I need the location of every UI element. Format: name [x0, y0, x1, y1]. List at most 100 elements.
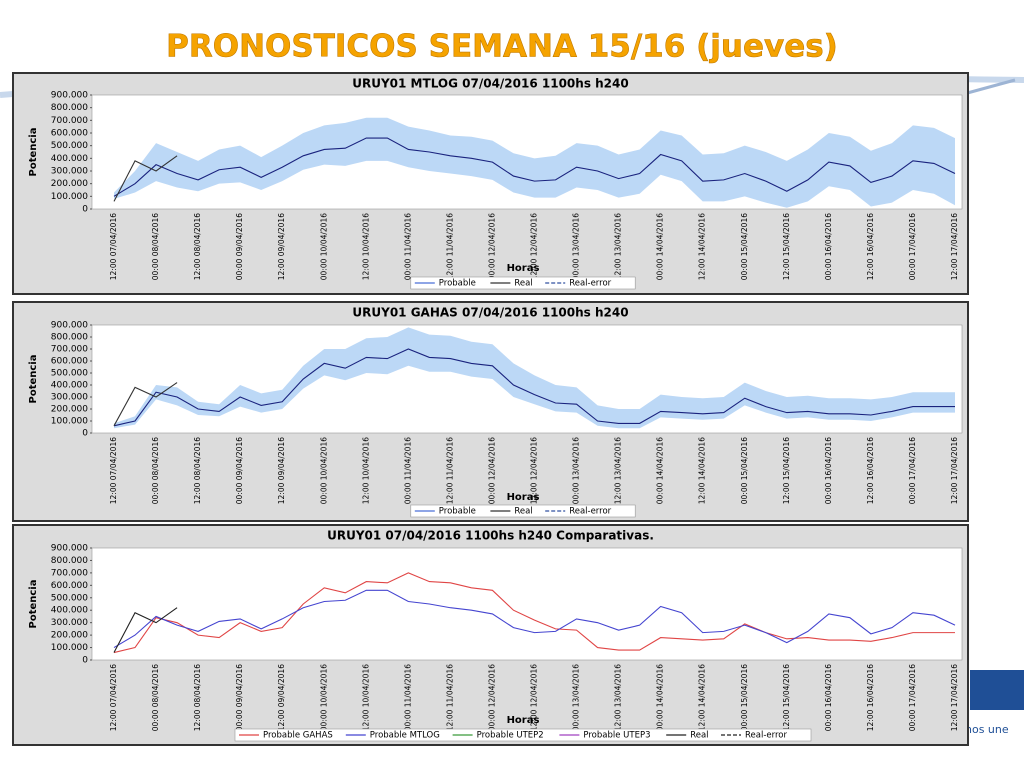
y-tick-label: 100.000 [51, 643, 88, 653]
x-tick-label: 00:00 11/04/2016 [403, 437, 412, 504]
y-tick-label: 0 [82, 656, 88, 666]
series-line [113, 589, 956, 649]
y-axis-label: Potencia [28, 580, 39, 629]
x-tick-label: 00:00 09/04/2016 [235, 213, 244, 280]
legend-label: Probable [439, 507, 476, 517]
y-tick-label: 300.000 [51, 393, 88, 403]
error-band [114, 327, 955, 429]
y-tick-label: 800.000 [51, 556, 88, 566]
x-tick-label: 12:00 12/04/2016 [530, 437, 539, 504]
x-tick-label: 00:00 14/04/2016 [656, 437, 665, 504]
x-tick-label: 00:00 13/04/2016 [572, 213, 581, 280]
y-tick-label: 200.000 [51, 405, 88, 415]
series-line [113, 572, 955, 654]
x-tick-label: 12:00 14/04/2016 [698, 213, 707, 280]
x-tick-label: 12:00 15/04/2016 [782, 664, 791, 731]
y-tick-label: 700.000 [51, 568, 88, 578]
legend-box [410, 504, 636, 518]
x-tick-label: 12:00 11/04/2016 [445, 664, 454, 731]
x-tick-label: 12:00 17/04/2016 [950, 664, 959, 731]
x-tick-label: 00:00 13/04/2016 [572, 664, 581, 731]
x-tick-label: 00:00 17/04/2016 [908, 664, 917, 731]
x-tick-label: 00:00 09/04/2016 [235, 437, 244, 504]
x-tick-label: 00:00 08/04/2016 [151, 437, 160, 504]
x-tick-label: 00:00 12/04/2016 [487, 213, 496, 280]
x-tick-label: 12:00 13/04/2016 [614, 437, 623, 504]
x-tick-label: 12:00 14/04/2016 [698, 437, 707, 504]
x-tick-label: 12:00 07/04/2016 [109, 213, 118, 280]
y-tick-label: 800.000 [51, 333, 88, 343]
y-tick-label: 700.000 [51, 116, 88, 126]
legend-label: Real-error [569, 507, 611, 517]
x-axis-label: Horas [507, 492, 540, 503]
y-tick-label: 0 [82, 205, 88, 215]
x-tick-label: 00:00 11/04/2016 [403, 213, 412, 280]
x-tick-label: 12:00 10/04/2016 [361, 437, 370, 504]
series-line [113, 137, 956, 197]
chart-title: URUY01 GAHAS 07/04/2016 1100hs h240 [352, 306, 628, 320]
x-tick-label: 12:00 15/04/2016 [782, 213, 791, 280]
x-tick-label: 00:00 08/04/2016 [151, 664, 160, 731]
y-tick-label: 600.000 [51, 357, 88, 367]
legend-label: Probable [439, 279, 476, 289]
x-tick-label: 00:00 15/04/2016 [740, 213, 749, 280]
y-tick-label: 900.000 [51, 91, 88, 101]
x-tick-label: 12:00 08/04/2016 [193, 437, 202, 504]
y-tick-label: 900.000 [51, 544, 88, 554]
logo [970, 670, 1024, 710]
legend-label: Probable UTEP3 [583, 731, 650, 741]
legend-label: Real [514, 507, 532, 517]
legend-label: Probable GAHAS [263, 731, 333, 741]
y-tick-label: 300.000 [51, 618, 88, 628]
x-tick-label: 12:00 17/04/2016 [950, 213, 959, 280]
series-line [113, 348, 955, 427]
x-tick-label: 00:00 16/04/2016 [824, 664, 833, 731]
y-tick-label: 100.000 [51, 192, 88, 202]
chart-title: URUY01 07/04/2016 1100hs h240 Comparativ… [327, 529, 654, 543]
y-tick-label: 200.000 [51, 631, 88, 641]
x-axis-label: Horas [507, 263, 540, 274]
x-tick-label: 00:00 08/04/2016 [151, 213, 160, 280]
x-tick-label: 00:00 10/04/2016 [319, 437, 328, 504]
x-tick-label: 00:00 14/04/2016 [656, 213, 665, 280]
legend-label: Probable MTLOG [370, 731, 440, 741]
x-tick-label: 00:00 10/04/2016 [319, 664, 328, 731]
slide-title: PRONOSTICOS SEMANA 15/16 (jueves) [166, 29, 838, 65]
legend-box [234, 728, 812, 742]
x-tick-label: 12:00 10/04/2016 [361, 664, 370, 731]
error-band [114, 117, 955, 208]
x-tick-label: 12:00 09/04/2016 [277, 213, 286, 280]
x-tick-label: 00:00 17/04/2016 [908, 437, 917, 504]
x-tick-label: 00:00 16/04/2016 [824, 437, 833, 504]
x-tick-label: 12:00 08/04/2016 [193, 213, 202, 280]
x-tick-label: 12:00 09/04/2016 [277, 437, 286, 504]
y-tick-label: 0 [82, 429, 88, 439]
legend-label: Real-error [745, 731, 787, 741]
y-tick-label: 400.000 [51, 381, 88, 391]
x-tick-label: 12:00 07/04/2016 [109, 664, 118, 731]
x-tick-label: 12:00 08/04/2016 [193, 664, 202, 731]
x-tick-label: 12:00 16/04/2016 [866, 213, 875, 280]
y-tick-label: 500.000 [51, 369, 88, 379]
x-tick-label: 12:00 12/04/2016 [530, 213, 539, 280]
x-tick-label: 00:00 09/04/2016 [235, 664, 244, 731]
y-tick-label: 800.000 [51, 103, 88, 113]
y-tick-label: 200.000 [51, 179, 88, 189]
x-tick-label: 12:00 17/04/2016 [950, 437, 959, 504]
y-tick-label: 300.000 [51, 167, 88, 177]
y-tick-label: 500.000 [51, 141, 88, 151]
series-line [113, 382, 178, 427]
legend-box [410, 276, 636, 290]
decor-swoosh [959, 78, 1016, 97]
y-tick-label: 100.000 [51, 417, 88, 427]
y-tick-label: 700.000 [51, 345, 88, 355]
legend-label: Real [690, 731, 708, 741]
x-tick-label: 12:00 09/04/2016 [277, 664, 286, 731]
x-tick-label: 00:00 12/04/2016 [487, 437, 496, 504]
series-line [113, 607, 178, 653]
y-tick-label: 600.000 [51, 129, 88, 139]
x-tick-label: 00:00 11/04/2016 [403, 664, 412, 731]
x-tick-label: 00:00 12/04/2016 [487, 664, 496, 731]
y-tick-label: 400.000 [51, 606, 88, 616]
